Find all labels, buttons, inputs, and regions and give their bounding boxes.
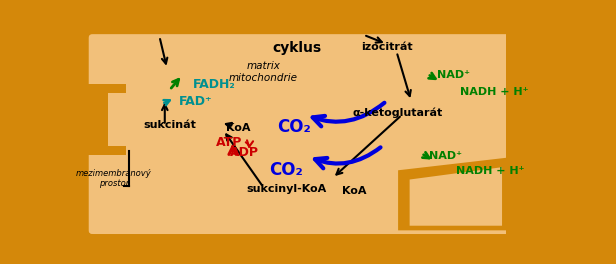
Text: α-ketoglutarát: α-ketoglutarát	[353, 107, 444, 118]
Text: KoA: KoA	[342, 186, 367, 196]
Bar	[108, 93, 126, 146]
Text: NAD⁺: NAD⁺	[429, 151, 462, 161]
Text: KoA: KoA	[227, 122, 251, 133]
Text: ADP: ADP	[230, 146, 259, 159]
Text: cyklus: cyklus	[272, 41, 321, 55]
Polygon shape	[398, 157, 511, 230]
Polygon shape	[78, 84, 126, 155]
Text: mezimembránový
prostor: mezimembránový prostor	[76, 169, 152, 188]
Text: sukcinát: sukcinát	[143, 120, 196, 130]
Text: matrix
mitochondrie: matrix mitochondrie	[229, 61, 298, 83]
Polygon shape	[410, 167, 502, 226]
Text: FAD⁺: FAD⁺	[179, 95, 213, 108]
Text: sukcinyl-KoA: sukcinyl-KoA	[246, 184, 326, 194]
Text: CO₂: CO₂	[270, 161, 303, 179]
FancyBboxPatch shape	[83, 29, 542, 240]
Text: NAD⁺: NAD⁺	[437, 70, 471, 80]
Text: ATP: ATP	[216, 136, 243, 149]
Text: izocitrát: izocitrát	[361, 43, 412, 53]
Text: NADH + H⁺: NADH + H⁺	[460, 87, 528, 97]
Text: NADH + H⁺: NADH + H⁺	[456, 166, 524, 176]
Text: FADH₂: FADH₂	[192, 78, 235, 91]
Polygon shape	[506, 32, 553, 235]
Text: CO₂: CO₂	[277, 118, 311, 136]
